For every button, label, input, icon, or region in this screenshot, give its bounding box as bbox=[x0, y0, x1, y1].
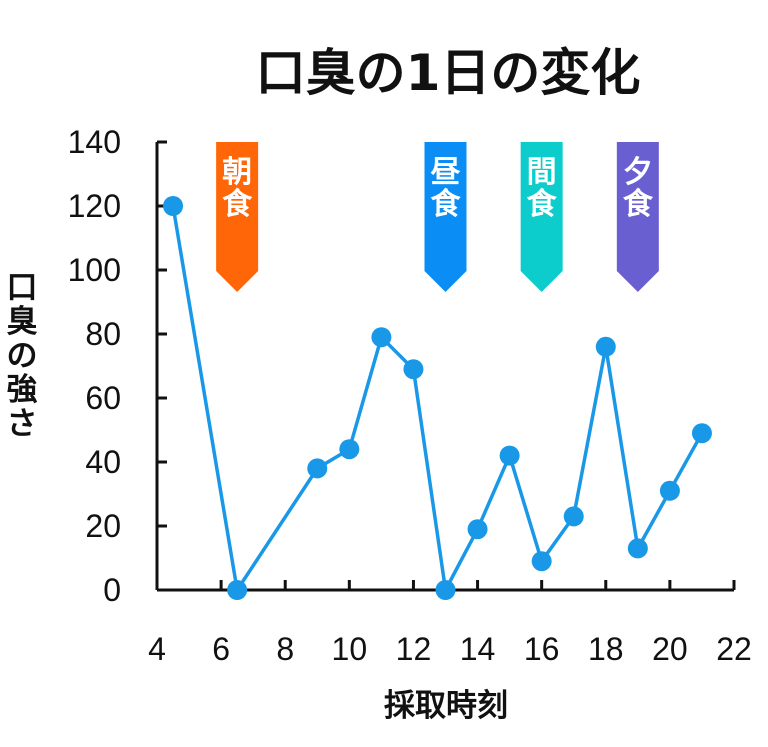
data-point bbox=[691, 423, 712, 444]
meal-marker-3 bbox=[616, 142, 659, 292]
data-point bbox=[307, 458, 328, 479]
data-point bbox=[227, 580, 248, 600]
data-point bbox=[403, 359, 424, 380]
y-axis-label-char: 口 bbox=[7, 270, 38, 306]
x-tick-label: 6 bbox=[212, 631, 230, 667]
meal-label-1-char-0: 昼 bbox=[431, 155, 461, 190]
data-point bbox=[163, 196, 184, 216]
y-tick-label: 0 bbox=[103, 572, 121, 608]
y-axis-label-char: の bbox=[7, 338, 38, 374]
x-tick-label: 18 bbox=[588, 631, 624, 667]
y-tick-label: 120 bbox=[68, 188, 121, 224]
data-point bbox=[339, 439, 360, 460]
x-tick-label: 10 bbox=[332, 631, 368, 667]
axes: 0 20 40 60 80 100 120 140 4 6 8 10 12 14 16 18 20 22 bbox=[68, 124, 752, 667]
meal-label-0-char-1: 食 bbox=[222, 187, 253, 222]
data-point bbox=[595, 336, 616, 357]
meal-marker-2 bbox=[520, 142, 563, 292]
data-point bbox=[531, 551, 552, 572]
meal-label-3-char-1: 食 bbox=[623, 187, 654, 222]
y-tick-label: 100 bbox=[68, 252, 121, 288]
x-tick-label: 16 bbox=[524, 631, 560, 667]
y-tick-label: 40 bbox=[85, 444, 121, 480]
data-point bbox=[563, 506, 584, 527]
data-point bbox=[467, 519, 488, 540]
data-point bbox=[435, 580, 456, 600]
y-axis-label-char: 強 bbox=[7, 372, 38, 408]
x-tick-label: 4 bbox=[148, 631, 166, 667]
y-tick-label: 80 bbox=[85, 316, 121, 352]
x-tick-label: 8 bbox=[276, 631, 294, 667]
x-tick-label: 20 bbox=[652, 631, 688, 667]
chart-title: 口臭の1日の変化 bbox=[256, 44, 641, 102]
series-layer bbox=[163, 196, 712, 600]
meal-marker-0 bbox=[216, 142, 259, 292]
y-tick-label: 60 bbox=[85, 380, 121, 416]
y-axis-label-char: 臭 bbox=[7, 304, 38, 340]
meal-label-1-char-1: 食 bbox=[431, 187, 462, 222]
meal-label-0-char-0: 朝 bbox=[222, 155, 252, 190]
y-axis-label-char: さ bbox=[7, 406, 38, 442]
data-point bbox=[659, 480, 680, 501]
data-point bbox=[627, 538, 648, 559]
y-tick-label: 140 bbox=[68, 124, 121, 160]
x-tick-label: 22 bbox=[716, 631, 752, 667]
meal-label-3-char-0: 夕 bbox=[623, 155, 653, 190]
meal-marker-1 bbox=[424, 142, 467, 292]
y-tick-label: 20 bbox=[85, 508, 121, 544]
x-tick-label: 14 bbox=[460, 631, 496, 667]
meal-label-2-char-1: 食 bbox=[527, 187, 558, 222]
y-axis-label: 口臭の強さ bbox=[7, 270, 38, 442]
meal-label-2-char-0: 間 bbox=[527, 155, 557, 190]
x-tick-label: 12 bbox=[396, 631, 432, 667]
data-point bbox=[371, 327, 392, 348]
data-point bbox=[499, 445, 520, 466]
x-axis-label: 採取時刻 bbox=[384, 688, 508, 724]
